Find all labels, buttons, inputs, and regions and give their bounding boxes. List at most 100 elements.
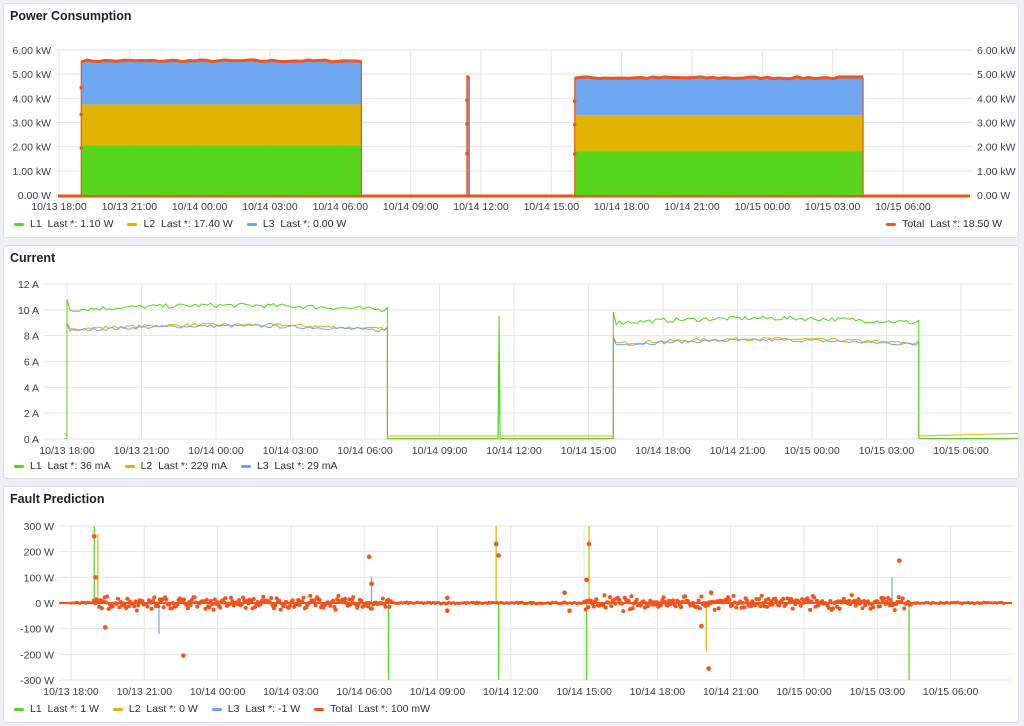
total-point <box>222 600 227 605</box>
x-tick-label: 10/13 21:00 <box>102 201 158 213</box>
total-point <box>151 598 155 603</box>
total-point <box>750 599 755 604</box>
l2-area <box>574 115 864 152</box>
total-point <box>777 603 782 608</box>
legend-name: L3 <box>256 460 269 472</box>
total-point <box>731 593 736 598</box>
total-point <box>630 606 635 611</box>
total-point <box>300 599 305 604</box>
total-point <box>195 604 200 609</box>
total-point <box>255 599 260 604</box>
legend-item-l3[interactable]: L3 Last *: 0.00 W <box>246 218 346 230</box>
total-point <box>211 607 216 612</box>
total-point <box>586 605 591 610</box>
total-point <box>164 597 169 602</box>
total-point <box>308 593 313 598</box>
total-line <box>80 58 362 64</box>
total-point <box>744 598 749 603</box>
y-tick-label: 300 W <box>24 521 54 533</box>
y-tick-label: 4.00 kW <box>12 93 51 105</box>
total-point <box>185 606 190 611</box>
total-point <box>148 600 153 605</box>
total-point <box>812 595 817 600</box>
total-point <box>317 598 322 602</box>
x-tick-label: 10/14 03:00 <box>242 201 298 213</box>
total-point <box>626 599 631 603</box>
total-point <box>863 603 868 608</box>
total-point <box>116 596 120 601</box>
legend-item-total[interactable]: Total Last *: 18.50 W <box>886 218 1002 230</box>
total-point <box>106 607 111 611</box>
l3-area <box>81 60 362 105</box>
legend-item-l2[interactable]: L2 Last *: 0 W <box>112 703 198 715</box>
y-tick-label: 6 A <box>24 357 39 369</box>
total-point <box>673 604 678 609</box>
panel-title[interactable]: Fault Prediction <box>10 492 105 506</box>
outlier-point <box>896 558 902 563</box>
outlier-point <box>562 590 567 596</box>
panel-title[interactable]: Power Consumption <box>10 9 132 23</box>
x-tick-label: 10/14 09:00 <box>410 686 466 698</box>
total-point <box>603 605 608 610</box>
total-point <box>243 606 248 610</box>
total-point <box>301 595 306 600</box>
total-point <box>884 599 889 604</box>
total-point <box>306 601 311 605</box>
y-tick-label: 0.00 W <box>18 190 51 202</box>
legend-item-l3[interactable]: L3 Last *: -1 W <box>211 703 300 715</box>
y-right-tick-label: 6.00 kW <box>977 45 1016 57</box>
legend-item-l1[interactable]: L1 Last *: 1.10 W <box>14 218 113 230</box>
total-point <box>658 603 663 608</box>
x-tick-label: 10/15 03:00 <box>805 201 861 213</box>
legend-name: L2 <box>143 218 156 230</box>
legend-name: L2 <box>140 460 153 472</box>
legend-item-l2[interactable]: L2 Last *: 229 mA <box>124 460 227 472</box>
y-tick-label: 8 A <box>24 331 39 343</box>
total-point <box>184 603 189 608</box>
total-point <box>465 98 469 103</box>
x-tick-label: 10/13 21:00 <box>114 445 170 457</box>
total-point <box>239 602 244 607</box>
total-point <box>126 604 131 609</box>
total-point <box>370 606 374 611</box>
total-point <box>93 601 98 606</box>
total-point <box>105 594 110 599</box>
power-legend-right: Total Last *: 18.50 W <box>886 218 1016 230</box>
total-point <box>727 597 732 602</box>
y-tick-label: -100 W <box>20 624 54 636</box>
x-tick-label: 10/14 09:00 <box>383 201 439 213</box>
total-point <box>621 609 626 614</box>
x-tick-label: 10/13 18:00 <box>31 201 87 213</box>
total-point <box>641 599 646 604</box>
y-right-tick-label: 0.00 W <box>977 190 1010 202</box>
legend-last: Last *: 1 W <box>47 703 99 715</box>
legend-item-total[interactable]: Total Last *: 100 mW <box>314 703 430 715</box>
total-point <box>900 596 905 601</box>
legend-item-l1[interactable]: L1 Last *: 36 mA <box>14 460 111 472</box>
total-point <box>591 604 596 609</box>
y-tick-label: -300 W <box>20 675 54 687</box>
total-point <box>646 603 651 608</box>
total-point <box>152 595 157 600</box>
legend-last: Last *: 0 W <box>146 703 198 715</box>
fault-prediction-chart[interactable]: -300 W -200 W -100 W 0 W 100 W 200 W 300 W 10/1… <box>4 487 1019 723</box>
total-point <box>331 598 335 603</box>
total-point <box>572 99 577 104</box>
total-point <box>755 601 760 606</box>
panel-title[interactable]: Current <box>10 251 56 265</box>
total-point <box>886 595 891 600</box>
total-point <box>849 593 854 598</box>
legend-item-l1[interactable]: L1 Last *: 1 W <box>14 703 99 715</box>
power-consumption-chart[interactable]: 0.00 W 0.00 W 1.00 kW 1.00 kW 2.00 kW 2.00 kW… <box>4 4 1019 238</box>
total-point <box>175 602 180 607</box>
total-point <box>204 597 209 602</box>
total-point <box>207 605 212 610</box>
y-tick-label: 10 A <box>18 305 39 317</box>
legend-item-l3[interactable]: L3 Last *: 29 mA <box>240 460 338 472</box>
legend-item-l2[interactable]: L2 Last *: 17.40 W <box>127 218 233 230</box>
current-chart[interactable]: 0 A 2 A 4 A 6 A 8 A 10 A 12 A 10/13 18:00 10/13 … <box>4 246 1019 479</box>
total-point <box>742 605 747 610</box>
x-tick-label: 10/14 21:00 <box>664 201 720 213</box>
total-point <box>589 598 594 603</box>
legend-last: Last *: 1.10 W <box>47 218 114 230</box>
